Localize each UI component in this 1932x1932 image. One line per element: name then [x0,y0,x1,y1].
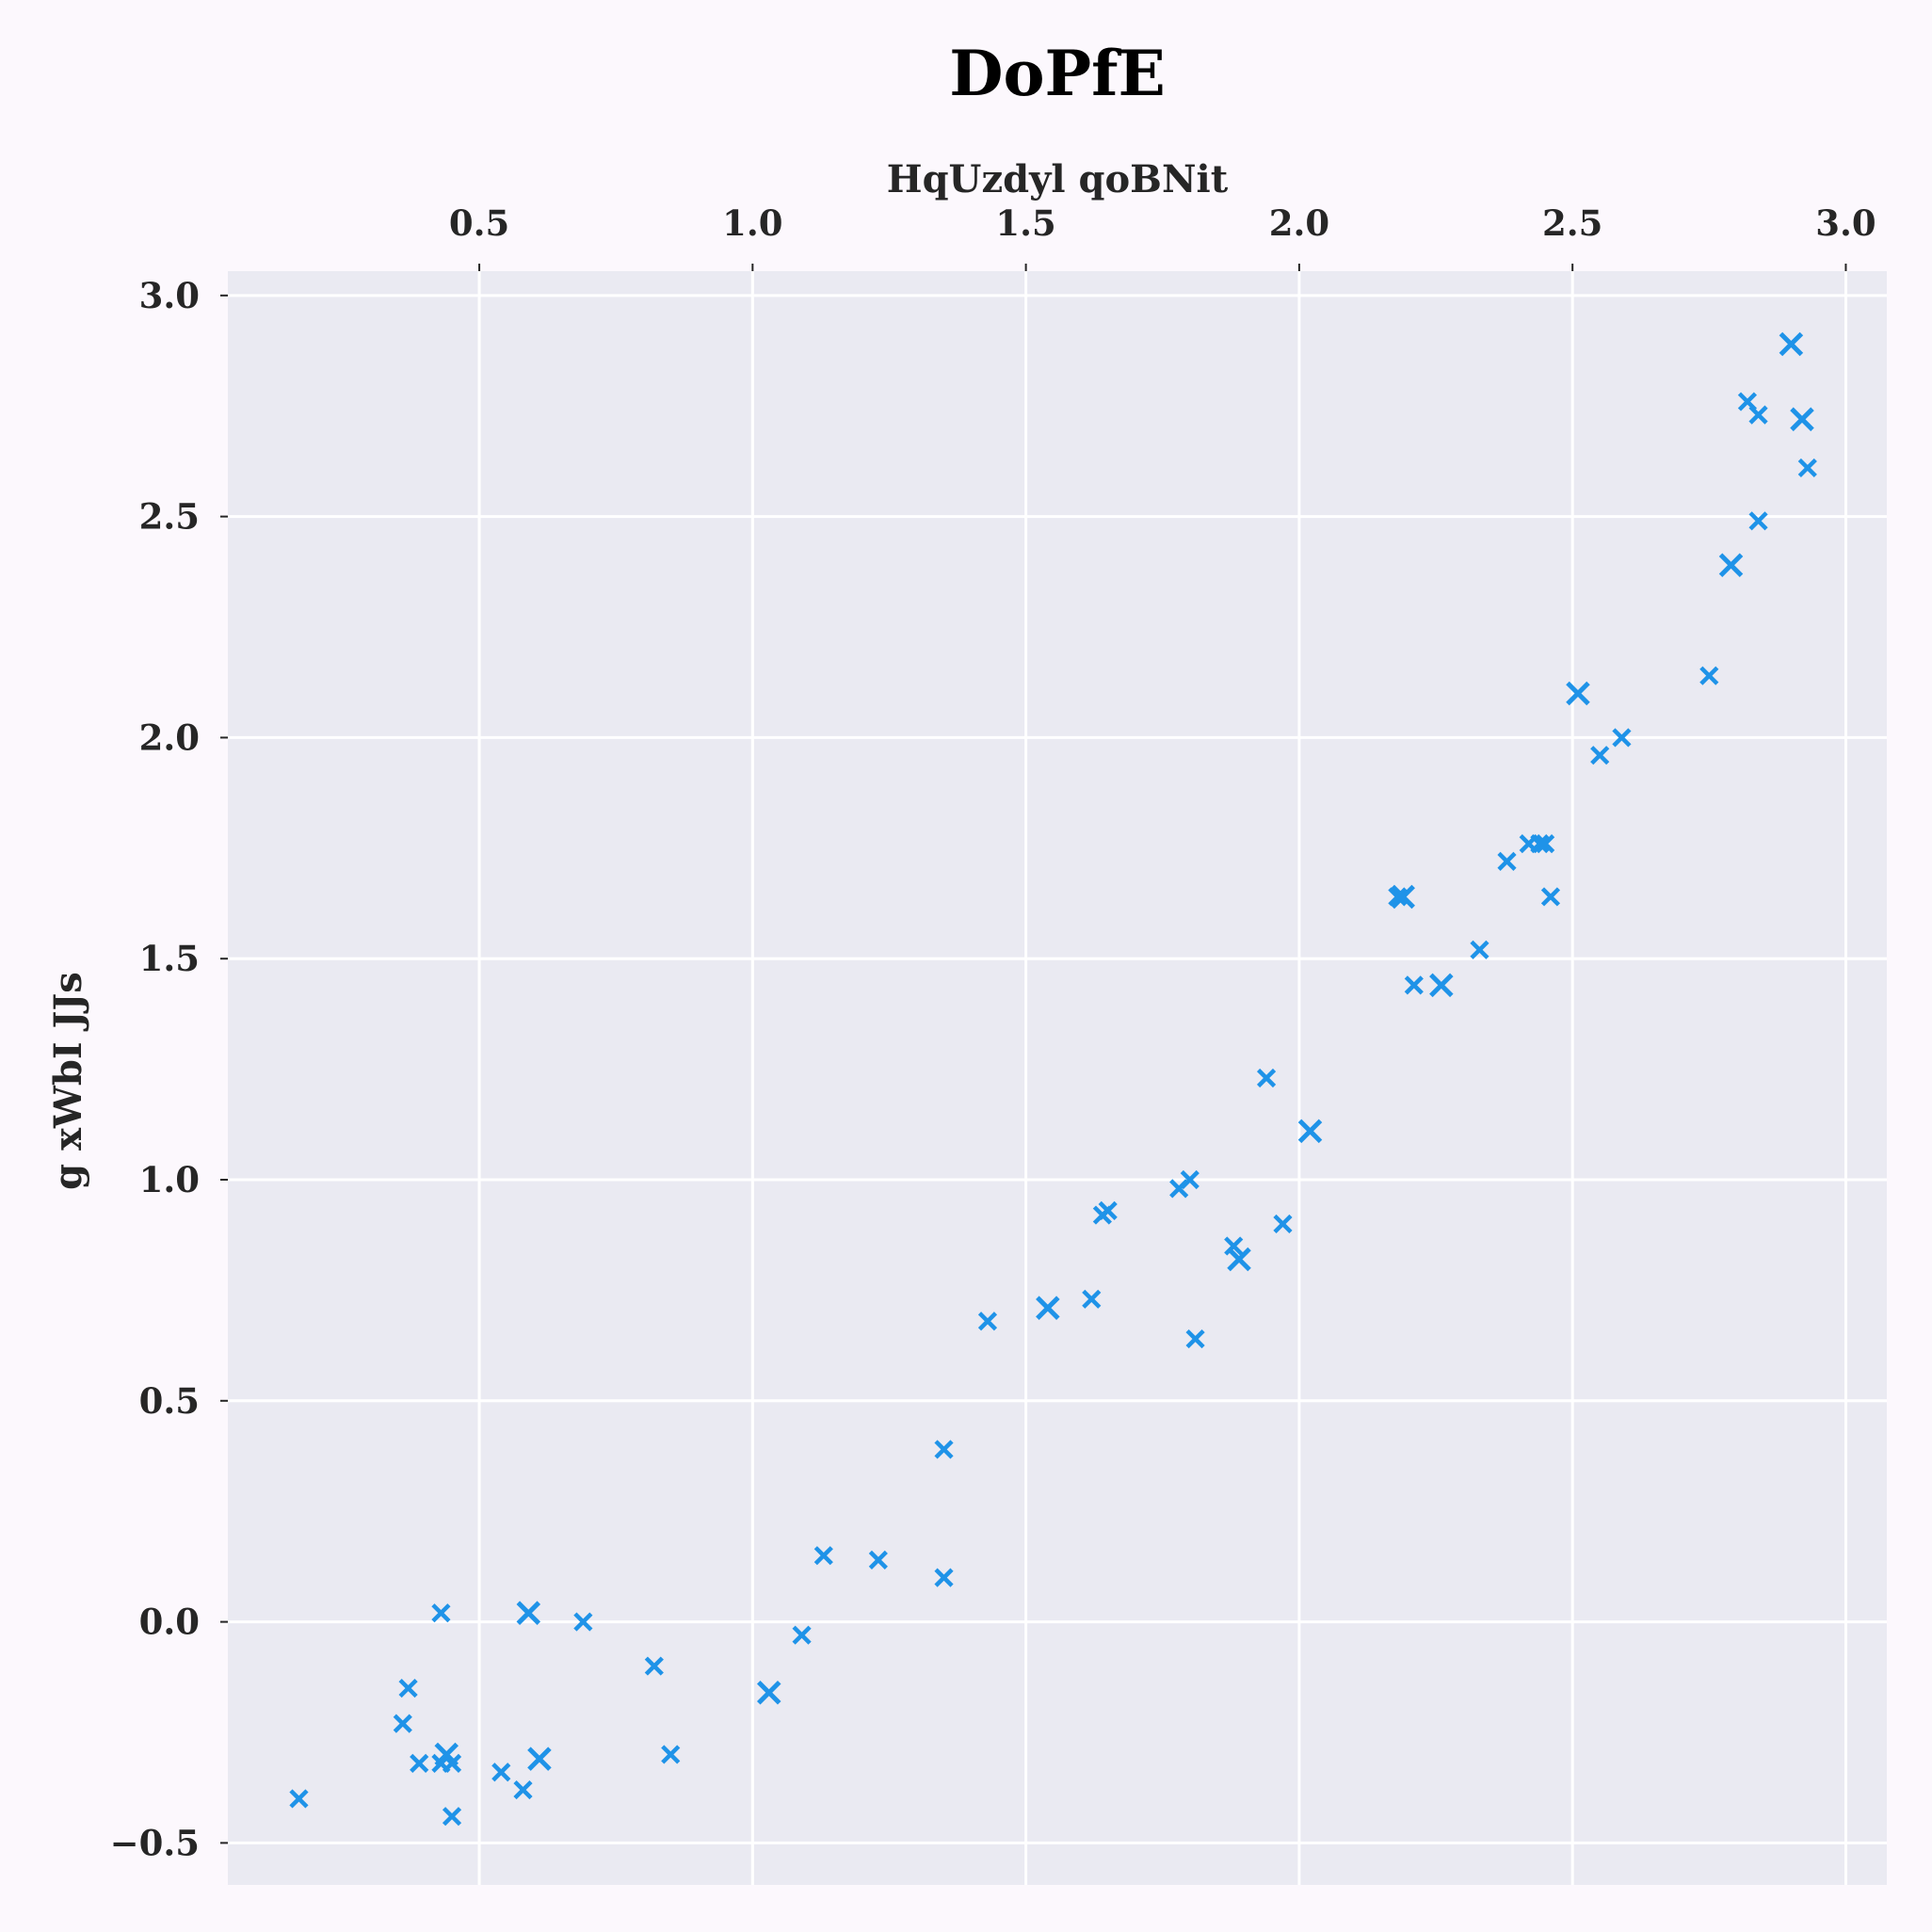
x-tick-label: 2.5 [1542,202,1602,244]
x-tick-label: 0.5 [449,202,509,244]
data-point [398,1678,418,1699]
chart-title: DoPfE [949,37,1166,110]
data-point [1748,405,1768,425]
y-tick-label: 1.0 [139,1159,200,1200]
data-point [644,1656,664,1676]
data-point [1699,666,1719,685]
y-tick-label: 3.0 [139,275,200,316]
y-axis-label: g xWbI JJs [46,972,90,1190]
data-point [1779,331,1804,357]
data-point [977,1312,998,1331]
data-point [792,1625,812,1645]
x-tick-label: 1.5 [995,202,1055,244]
data-point [1180,1169,1199,1190]
data-point [1227,1247,1251,1272]
data-point [1590,746,1610,765]
data-point [756,1680,781,1705]
y-tick-label: −0.5 [110,1822,200,1863]
data-point [516,1601,541,1625]
data-point [1429,973,1454,998]
data-point [1388,887,1408,907]
data-point [442,1753,462,1773]
data-point [1497,851,1517,871]
x-tick-label: 1.0 [722,202,782,244]
plot-area [228,271,1887,1885]
data-point [934,1440,954,1459]
data-point [1082,1289,1102,1309]
data-point [1185,1328,1205,1349]
y-tick-label: 0.5 [139,1380,200,1422]
data-point [491,1763,511,1782]
data-point [1256,1068,1277,1088]
data-point [513,1779,533,1800]
data-point [661,1745,681,1764]
y-tick-label: 0.0 [139,1602,200,1643]
data-points [289,331,1817,1827]
data-point [1612,728,1632,748]
data-point [1098,1200,1118,1220]
data-point [1297,1119,1323,1144]
x-tick-label: 3.0 [1815,202,1876,244]
data-point [1540,887,1561,907]
data-point [1566,681,1590,706]
data-point [573,1612,593,1632]
data-point [934,1568,954,1587]
x-axis-label: HqUzdyl qoBNit [887,157,1229,201]
data-point [289,1789,309,1809]
x-tick-label: 2.0 [1269,202,1329,244]
data-point [868,1550,888,1570]
data-point [410,1753,429,1773]
data-point [813,1546,833,1566]
data-point [1790,407,1814,432]
axis-ticks: 0.5 1.0 1.5 2.0 2.5 3.0 −0.5 0.0 0.5 1.0 1.5 2.0 2.5… [110,202,1876,1863]
data-point [442,1807,462,1827]
y-tick-label: 2.5 [139,496,200,538]
y-tick-label: 2.0 [139,716,200,758]
data-point [1797,458,1817,478]
data-point [1470,940,1489,959]
gridlines [228,271,1887,1885]
data-point [1536,834,1555,854]
data-point [527,1747,552,1771]
data-point [1530,834,1550,854]
data-point [1391,884,1415,910]
data-point [393,1714,412,1733]
data-point [1748,511,1768,531]
data-point [1404,975,1424,995]
data-point [1718,553,1744,578]
data-point [1273,1214,1293,1234]
y-tick-label: 1.5 [139,938,200,979]
data-point [431,1603,451,1623]
data-point [1036,1296,1060,1320]
